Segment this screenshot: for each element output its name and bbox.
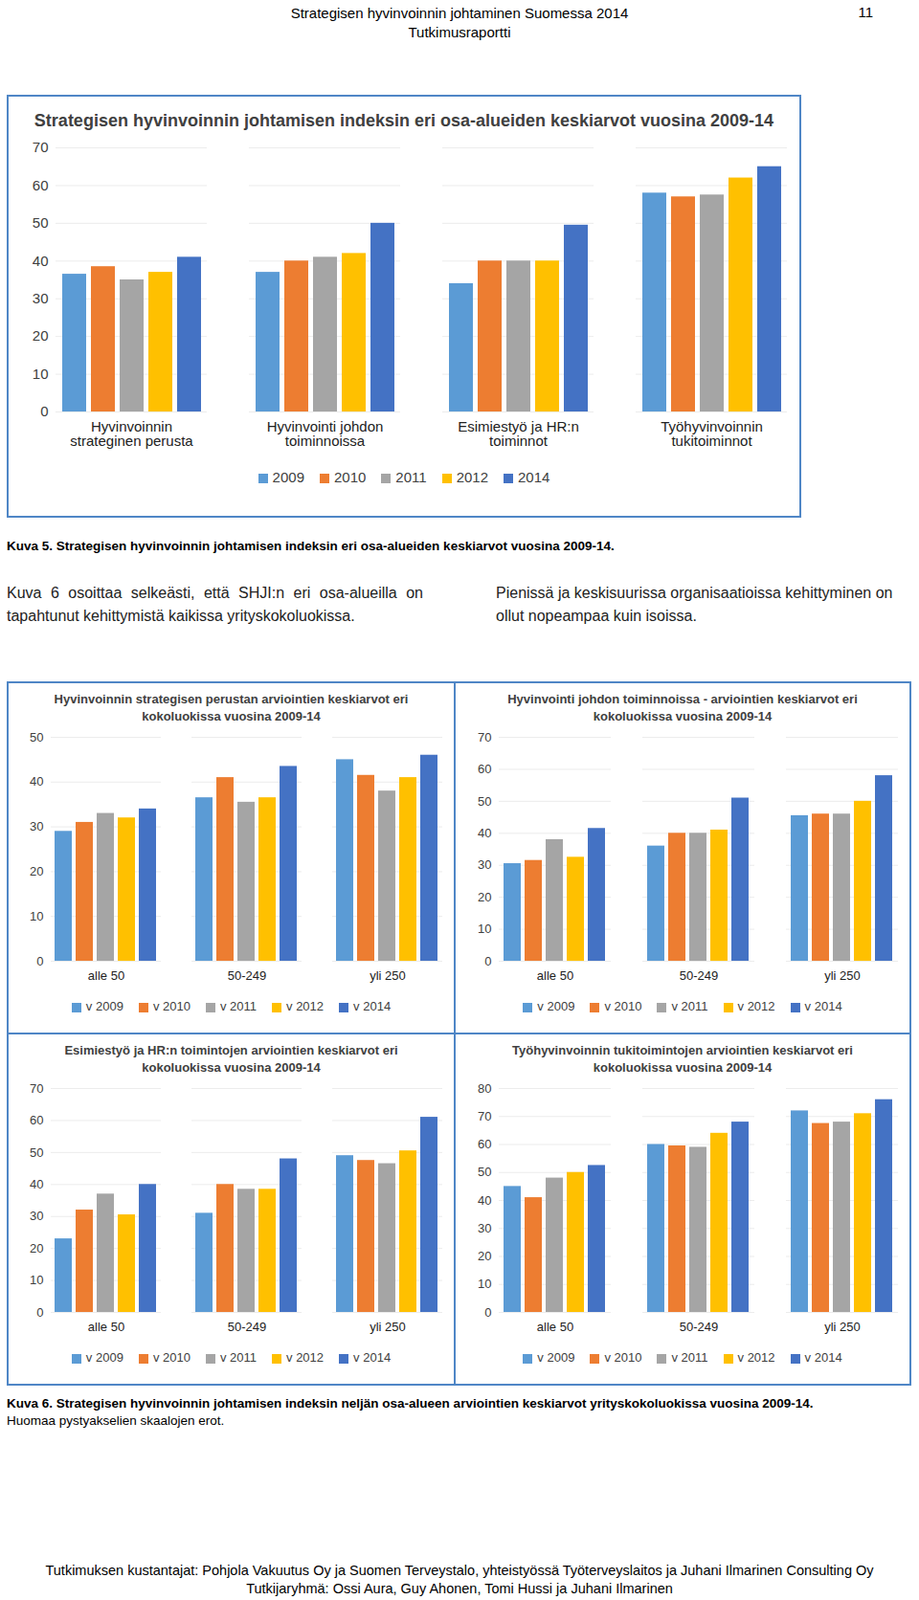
- html-text:Tutkijaryhmä: Ossi Aura, Guy A: Tutkijaryhmä: Ossi Aura, Guy Ahonen, Tom…: [246, 1581, 673, 1597]
- svg-text:70: 70: [32, 139, 49, 156]
- html-text:v 2014: v 2014: [353, 999, 391, 1014]
- svg-text:yli 250: yli 250: [369, 968, 406, 984]
- svg-text:alle 50: alle 50: [88, 968, 125, 984]
- svg-text:yli 250: yli 250: [824, 1320, 861, 1335]
- html-text:Strategisen hyvinvoinnin johta: Strategisen hyvinvoinnin johtaminen Suom…: [290, 4, 629, 22]
- svg-text:Esimiestyö ja HR:ntoiminnot: Esimiestyö ja HR:ntoiminnot: [457, 418, 580, 449]
- svg-text:10: 10: [29, 909, 44, 924]
- svg-text:70: 70: [477, 730, 492, 745]
- svg-text:Hyvinvointi johdontoiminnoissa: Hyvinvointi johdontoiminnoissa: [267, 418, 384, 449]
- svg-text:50-249: 50-249: [679, 1320, 718, 1335]
- html-text:Esimiestyö ja HR:n toimintojen: Esimiestyö ja HR:n toimintojen arviointi…: [64, 1043, 398, 1076]
- html-text:Hyvinvointi johdon toiminnoiss: Hyvinvointi johdon toiminnoissa - arvioi…: [507, 692, 858, 724]
- svg-text:30: 30: [29, 1209, 44, 1224]
- html-text:v 2009: v 2009: [86, 999, 124, 1014]
- svg-text:30: 30: [477, 1221, 492, 1236]
- svg-text:40: 40: [477, 1193, 492, 1209]
- svg-text:0: 0: [36, 954, 44, 969]
- html-text:v 2014: v 2014: [804, 1350, 843, 1366]
- html-text:v 2014: v 2014: [804, 999, 843, 1014]
- html-text:2014: 2014: [517, 469, 550, 486]
- html-text:Kuva 6. Strategisen hyvinvoinn: Kuva 6. Strategisen hyvinvoinnin johtami…: [6, 1396, 814, 1412]
- svg-text:alle 50: alle 50: [537, 968, 574, 984]
- html-text:Työhyvinvoinnin tukitoimintoje: Työhyvinvoinnin tukitoimintojen arvioint…: [512, 1043, 853, 1076]
- svg-text:0: 0: [40, 403, 48, 420]
- svg-text:Työhyvinvoinnintukitoiminnot: Työhyvinvoinnintukitoiminnot: [660, 418, 763, 449]
- svg-text:40: 40: [32, 252, 49, 269]
- svg-text:50: 50: [477, 794, 492, 809]
- html-text:v 2012: v 2012: [737, 1350, 776, 1366]
- html-text:v 2012: v 2012: [286, 999, 324, 1014]
- html-text:v 2012: v 2012: [737, 999, 776, 1014]
- svg-text:80: 80: [477, 1081, 492, 1097]
- svg-text:yli 250: yli 250: [824, 968, 861, 984]
- svg-text:50: 50: [32, 214, 49, 231]
- svg-text:20: 20: [29, 864, 44, 879]
- svg-text:70: 70: [29, 1081, 44, 1097]
- html-text:Pienissä ja keskisuurissa orga: Pienissä ja keskisuurissa organisaatiois…: [495, 584, 893, 625]
- svg-text:20: 20: [29, 1241, 44, 1256]
- html-text:v 2012: v 2012: [286, 1350, 324, 1366]
- html-text:v 2010: v 2010: [153, 1350, 191, 1366]
- svg-text:10: 10: [477, 1277, 492, 1292]
- svg-text:20: 20: [32, 327, 49, 344]
- html-text:Kuva 6 osoittaa selkeästi, ett: Kuva 6 osoittaa selkeästi, että SHJI:n e…: [6, 584, 424, 625]
- html-text:v 2011: v 2011: [220, 1350, 257, 1366]
- svg-text:50: 50: [29, 730, 44, 745]
- svg-text:0: 0: [484, 954, 492, 969]
- html-text:v 2014: v 2014: [353, 1350, 391, 1366]
- svg-text:yli 250: yli 250: [369, 1320, 406, 1335]
- html-text:2010: 2010: [334, 469, 367, 486]
- svg-text:50-249: 50-249: [227, 1320, 267, 1335]
- svg-text:20: 20: [477, 1249, 492, 1264]
- svg-text:10: 10: [29, 1273, 44, 1288]
- html-text:v 2011: v 2011: [220, 999, 257, 1014]
- svg-text:Hyvinvoinninstrateginen perust: Hyvinvoinninstrateginen perusta: [69, 418, 194, 449]
- html-text:11: 11: [858, 3, 874, 21]
- svg-text:alle 50: alle 50: [537, 1320, 574, 1335]
- svg-text:20: 20: [477, 890, 492, 905]
- svg-text:50: 50: [477, 1165, 492, 1180]
- html-text:v 2009: v 2009: [537, 1350, 575, 1366]
- html-text:v 2010: v 2010: [604, 1350, 642, 1366]
- svg-text:50-249: 50-249: [227, 968, 267, 984]
- svg-text:60: 60: [32, 177, 49, 194]
- svg-text:60: 60: [477, 1137, 492, 1152]
- svg-text:30: 30: [29, 819, 44, 834]
- html-text:v 2010: v 2010: [604, 999, 642, 1014]
- svg-text:10: 10: [477, 921, 492, 937]
- svg-text:50: 50: [29, 1145, 44, 1161]
- svg-text:0: 0: [36, 1305, 44, 1321]
- svg-text:30: 30: [477, 857, 492, 873]
- html-text:v 2009: v 2009: [537, 999, 575, 1014]
- svg-text:0: 0: [484, 1305, 492, 1321]
- svg-text:alle 50: alle 50: [88, 1320, 125, 1335]
- svg-text:70: 70: [477, 1109, 492, 1124]
- svg-text:60: 60: [29, 1113, 44, 1128]
- html-text:Strategisen hyvinvoinnin johta: Strategisen hyvinvoinnin johtamisen inde…: [34, 111, 774, 131]
- svg-text:50-249: 50-249: [679, 968, 718, 984]
- html-text:Tutkimuksen kustantajat: Pohjo: Tutkimuksen kustantajat: Pohjola Vakuutu…: [45, 1563, 874, 1579]
- html-text:2009: 2009: [272, 469, 305, 486]
- svg-text:10: 10: [32, 365, 49, 382]
- html-text:Hyvinvoinnin strategisen perus: Hyvinvoinnin strategisen perustan arvioi…: [54, 692, 409, 724]
- html-text:Tutkimusraportti: Tutkimusraportti: [408, 23, 511, 41]
- html-text:v 2011: v 2011: [671, 999, 708, 1014]
- svg-text:40: 40: [29, 774, 44, 789]
- html-text:v 2011: v 2011: [671, 1350, 708, 1366]
- html-text:v 2010: v 2010: [153, 999, 191, 1014]
- html-text:2011: 2011: [395, 469, 427, 486]
- svg-text:30: 30: [32, 290, 49, 307]
- svg-text:40: 40: [29, 1177, 44, 1192]
- svg-text:60: 60: [477, 762, 492, 777]
- svg-text:40: 40: [477, 826, 492, 841]
- html-text:2012: 2012: [456, 469, 489, 486]
- html-text:Huomaa pystyakselien skaalojen: Huomaa pystyakselien skaalojen erot.: [6, 1413, 225, 1429]
- html-text:Kuva 5. Strategisen hyvinvoinn: Kuva 5. Strategisen hyvinvoinnin johtami…: [6, 538, 615, 554]
- html-text:v 2009: v 2009: [86, 1350, 124, 1366]
